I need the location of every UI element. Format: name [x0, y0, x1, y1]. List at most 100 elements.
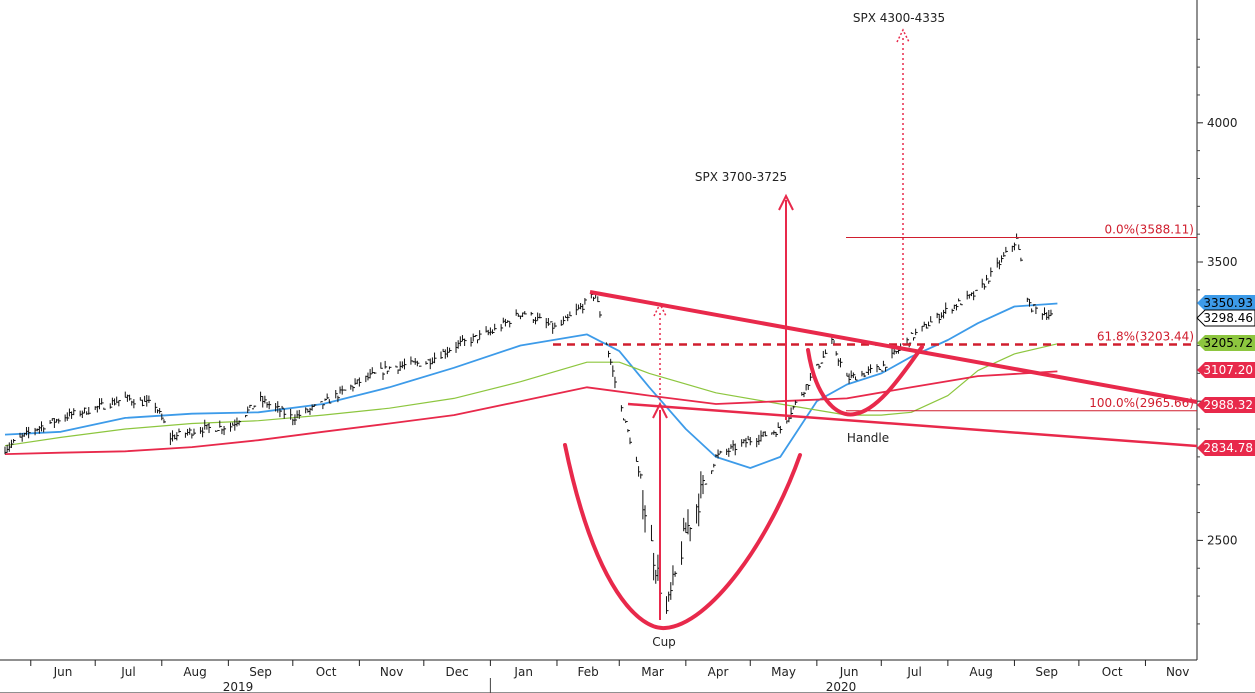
- cup-depth-arrow-head: [652, 401, 668, 419]
- x-month-label: Feb: [577, 665, 598, 679]
- price-bar: [279, 408, 282, 418]
- price-bar: [1003, 252, 1006, 257]
- price-bar: [599, 311, 602, 318]
- price-bar: [73, 408, 76, 416]
- price-bar: [824, 349, 828, 355]
- price-bar: [988, 280, 991, 284]
- handle-curve: [806, 345, 924, 417]
- price-bar: [479, 330, 482, 340]
- price-bar: [567, 314, 570, 322]
- price-bar: [326, 393, 330, 399]
- price-bar: [584, 298, 587, 305]
- price-bar: [189, 427, 192, 435]
- price-bar: [876, 364, 879, 373]
- price-bar: [500, 324, 504, 332]
- x-month-label: Oct: [1102, 665, 1123, 679]
- price-bar: [449, 347, 452, 353]
- price-bar: [109, 403, 113, 409]
- price-bar: [794, 400, 798, 405]
- last-value-tag-label: 3107.20: [1203, 363, 1253, 377]
- price-bar: [983, 283, 987, 290]
- price-bar: [1033, 304, 1036, 307]
- price-bar: [749, 437, 753, 446]
- price-bar: [524, 311, 527, 315]
- price-bar: [337, 395, 340, 403]
- price-bar: [277, 401, 280, 413]
- price-bar: [191, 433, 194, 439]
- price-bar: [582, 303, 585, 314]
- y-tick-label: 3500: [1207, 255, 1238, 269]
- price-bar: [925, 324, 929, 329]
- price-bar: [419, 365, 422, 367]
- price-bar: [49, 420, 53, 424]
- x-month-label: Sep: [249, 665, 272, 679]
- price-bar: [644, 505, 648, 533]
- y-tick-label: 2500: [1207, 533, 1238, 547]
- price-bar: [638, 466, 641, 477]
- price-bar: [612, 365, 615, 377]
- price-bar: [509, 321, 512, 328]
- price-bar: [623, 418, 626, 421]
- price-bar: [320, 401, 323, 403]
- price-bar: [620, 405, 624, 412]
- price-bar: [202, 427, 205, 438]
- price-bar: [717, 449, 721, 459]
- x-month-label: Oct: [316, 665, 337, 679]
- price-bar: [816, 363, 819, 366]
- price-bar: [635, 456, 639, 462]
- price-bar: [880, 370, 884, 372]
- price-bar: [930, 316, 933, 323]
- price-bar: [154, 402, 158, 413]
- last-value-tag-label: 2834.78: [1203, 441, 1253, 455]
- price-bar: [343, 389, 347, 391]
- price-bar: [998, 260, 1002, 270]
- price-bar: [386, 370, 390, 375]
- price-bar: [176, 432, 179, 441]
- cup-label: Cup: [652, 635, 676, 649]
- last-value-tag: 2834.78: [1197, 440, 1255, 456]
- price-bar: [118, 400, 121, 407]
- price-bar: [1005, 246, 1008, 253]
- price-bar: [163, 419, 166, 424]
- price-bar: [403, 358, 407, 370]
- price-bar: [713, 463, 716, 468]
- x-month-label: Apr: [708, 665, 729, 679]
- last-value-tag-box: [1197, 335, 1255, 351]
- price-bar: [369, 368, 373, 379]
- price-bar: [734, 443, 738, 456]
- price-bar: [592, 296, 596, 302]
- price-bar: [809, 372, 813, 381]
- x-month-label: Jun: [53, 665, 73, 679]
- target1-label: SPX 3700-3725: [695, 170, 787, 184]
- price-bar: [938, 313, 942, 324]
- price-bar: [350, 384, 353, 390]
- x-month-label: Sep: [1035, 665, 1058, 679]
- last-value-tag: 3298.46: [1196, 309, 1255, 327]
- price-bar: [670, 582, 673, 600]
- price-bar: [653, 552, 656, 581]
- price-bar: [1031, 308, 1034, 313]
- price-bar: [264, 395, 267, 404]
- price-bar: [384, 360, 388, 369]
- price-bar: [704, 483, 708, 485]
- price-bar: [928, 321, 931, 327]
- x-month-label: Dec: [445, 665, 468, 679]
- last-value-tag-label: 3298.46: [1203, 311, 1253, 325]
- price-bar: [223, 426, 227, 436]
- price-bar: [719, 450, 723, 454]
- price-bar: [1018, 244, 1021, 251]
- price-bar: [193, 428, 197, 435]
- price-bar: [745, 437, 748, 448]
- price-bar: [562, 316, 566, 325]
- price-bar: [870, 364, 873, 374]
- last-value-tag-box: [1196, 309, 1255, 327]
- x-year-label: 2019: [223, 680, 254, 693]
- fibonacci-level-label: 100.0%(2965.66): [1089, 396, 1194, 410]
- x-month-label: Jul: [120, 665, 135, 679]
- price-bar: [1013, 242, 1017, 251]
- price-bar: [625, 420, 628, 424]
- price-bar: [1050, 309, 1053, 317]
- x-year-label: 2020: [826, 680, 857, 693]
- price-bar: [294, 414, 297, 425]
- price-bar: [882, 360, 886, 367]
